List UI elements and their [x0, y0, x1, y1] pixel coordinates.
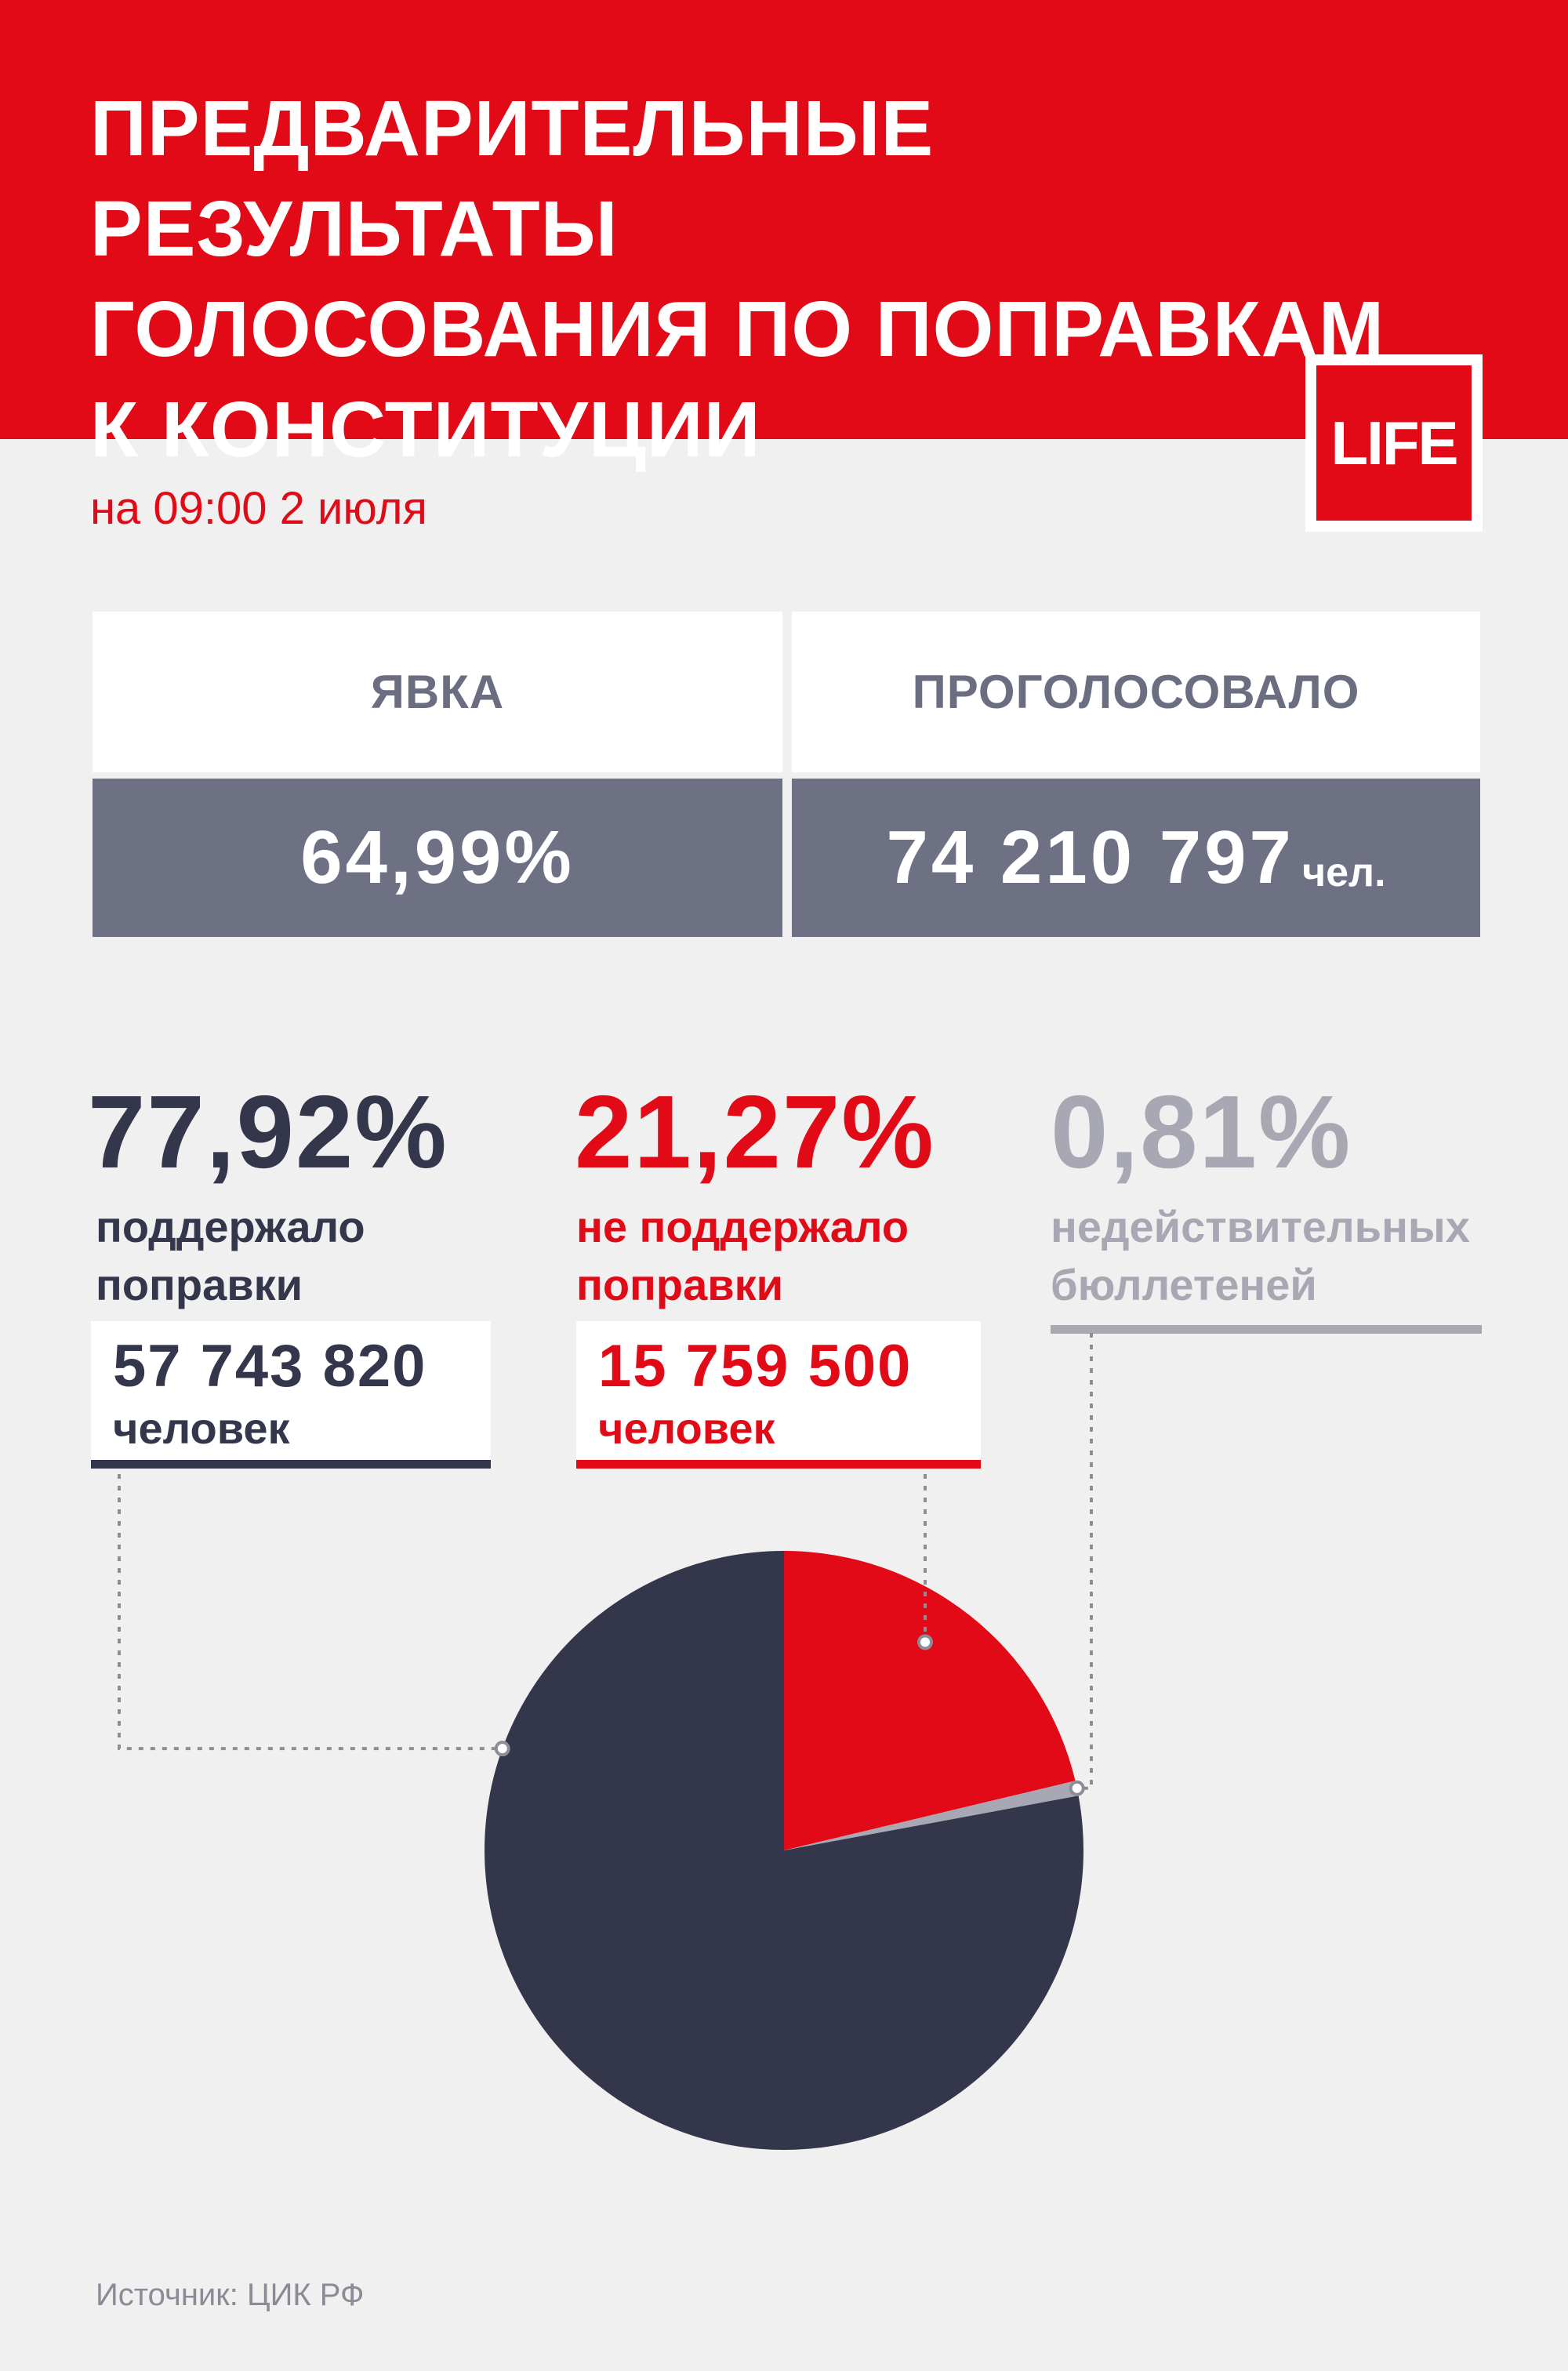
support-count: 57 743 820: [113, 1333, 427, 1400]
support-count-unit: человек: [113, 1403, 290, 1453]
voted-number: 74 210 797: [886, 815, 1294, 899]
against-underline: [576, 1460, 981, 1469]
support-connector: [118, 1474, 503, 1751]
against-count: 15 759 500: [598, 1333, 913, 1400]
pie-slices: [484, 1551, 1083, 2150]
pie-slice-support: [484, 1551, 1083, 2150]
against-count-box: 15 759 500 человек: [576, 1321, 981, 1469]
voted-unit: чел.: [1301, 850, 1386, 895]
pie-slice-against: [784, 1551, 1076, 1850]
against-marker: [917, 1634, 933, 1650]
life-logo: LIFE: [1305, 354, 1483, 532]
invalid-connector: [1076, 1333, 1093, 1790]
against-description: не поддержало поправки: [576, 1202, 909, 1309]
turnout-number: 64,99%: [300, 815, 575, 899]
support-count-box: 57 743 820 человек: [91, 1321, 491, 1469]
turnout-value: 64,99%: [93, 779, 782, 937]
support-description: поддержало поправки: [96, 1202, 365, 1309]
against-percent: 21,27%: [575, 1074, 935, 1189]
invalid-percent: 0,81%: [1051, 1074, 1352, 1189]
voted-value: 74 210 797 чел.: [792, 779, 1480, 937]
connectors: [118, 1333, 1093, 1790]
source-note: Источник: ЦИК РФ: [96, 2278, 365, 2312]
connector-markers: [494, 1634, 1085, 1796]
invalid-description: недействительных бюллетеней: [1051, 1202, 1470, 1309]
turnout-label: ЯВКА: [93, 612, 782, 772]
pie-slice-invalid: [784, 1781, 1079, 1850]
logo-text: LIFE: [1316, 365, 1472, 521]
voted-label: ПРОГОЛОСОВАЛО: [792, 612, 1480, 772]
header-band: ПРЕДВАРИТЕЛЬНЫЕ РЕЗУЛЬТАТЫ ГОЛОСОВАНИЯ П…: [0, 0, 1568, 474]
support-underline: [91, 1460, 491, 1469]
support-percent: 77,92%: [88, 1074, 448, 1189]
page-title: ПРЕДВАРИТЕЛЬНЫЕ РЕЗУЛЬТАТЫ ГОЛОСОВАНИЯ П…: [90, 85, 1385, 474]
invalid-underline: [1051, 1325, 1482, 1334]
against-count-unit: человек: [598, 1403, 775, 1453]
date-label: на 09:00 2 июля: [90, 483, 427, 534]
support-marker: [494, 1741, 510, 1757]
invalid-marker: [1069, 1780, 1085, 1796]
